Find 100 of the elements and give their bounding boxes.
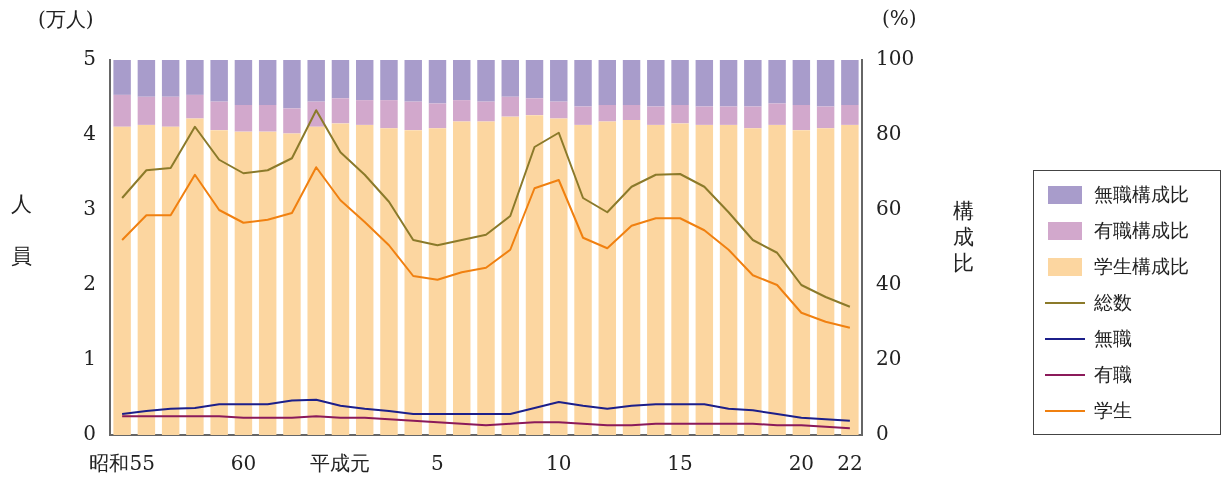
bar bbox=[719, 106, 738, 125]
bar bbox=[283, 60, 301, 109]
bar bbox=[453, 121, 471, 435]
y-tick-label: 4 bbox=[83, 121, 96, 146]
bar bbox=[161, 96, 180, 127]
bar bbox=[768, 60, 786, 104]
bar bbox=[404, 101, 422, 131]
bar bbox=[186, 118, 204, 435]
x-tick-label: 5 bbox=[431, 451, 444, 476]
bar bbox=[695, 60, 714, 107]
bar bbox=[186, 60, 204, 95]
bar bbox=[331, 60, 350, 99]
bar bbox=[525, 60, 544, 99]
bar bbox=[598, 105, 617, 122]
bar bbox=[258, 60, 277, 105]
bar bbox=[307, 126, 325, 435]
bar bbox=[744, 60, 762, 107]
bar bbox=[598, 60, 617, 105]
bar bbox=[816, 60, 835, 107]
bar bbox=[283, 133, 301, 435]
bar bbox=[137, 124, 156, 435]
bar bbox=[355, 124, 374, 435]
bar bbox=[841, 60, 859, 105]
bar bbox=[234, 105, 253, 132]
bar bbox=[768, 103, 786, 125]
bar bbox=[161, 60, 180, 97]
text: 人員 bbox=[10, 192, 32, 268]
bar bbox=[841, 124, 859, 435]
bar bbox=[404, 60, 422, 102]
y2-tick-label: 20 bbox=[876, 346, 902, 371]
y2-tick-label: 40 bbox=[876, 271, 902, 296]
y2-axis-title: 構成比 bbox=[952, 198, 974, 276]
bar bbox=[453, 60, 471, 101]
bar bbox=[234, 60, 253, 105]
legend-label: 有職構成比 bbox=[1094, 218, 1189, 243]
legend-label: 無職 bbox=[1094, 326, 1132, 351]
x-tick-label: 60 bbox=[230, 451, 257, 476]
bar bbox=[404, 130, 422, 435]
bar bbox=[380, 60, 398, 101]
y-tick-label: 2 bbox=[83, 271, 96, 296]
y-tick-label: 0 bbox=[83, 421, 96, 446]
legend-label: 学生 bbox=[1094, 398, 1132, 423]
bar bbox=[501, 96, 519, 117]
bar bbox=[792, 130, 811, 435]
bar bbox=[113, 126, 131, 435]
bar bbox=[428, 128, 447, 435]
bar bbox=[453, 100, 471, 122]
bar bbox=[137, 60, 156, 97]
bar bbox=[695, 106, 714, 125]
bar bbox=[622, 60, 641, 105]
bar bbox=[671, 105, 689, 124]
bar bbox=[210, 60, 228, 102]
y2-tick-label: 60 bbox=[876, 196, 902, 221]
bar bbox=[574, 124, 592, 435]
bar bbox=[234, 131, 253, 435]
bar bbox=[355, 60, 374, 101]
y-tick-label: 3 bbox=[83, 196, 96, 221]
y-tick-label: 1 bbox=[83, 346, 96, 371]
x-tick-label: 15 bbox=[667, 451, 693, 476]
bar bbox=[574, 106, 592, 125]
bar bbox=[380, 100, 398, 129]
legend-label: 無職構成比 bbox=[1094, 182, 1189, 207]
x-tick-label: 10 bbox=[546, 451, 572, 476]
bar bbox=[622, 120, 641, 435]
bar bbox=[622, 105, 641, 120]
bar bbox=[719, 124, 738, 435]
bar bbox=[671, 123, 689, 435]
bar bbox=[428, 103, 447, 129]
legend-label: 有職 bbox=[1094, 362, 1132, 387]
bar bbox=[768, 124, 786, 435]
y-tick-label: 5 bbox=[83, 46, 96, 71]
bar bbox=[816, 128, 835, 435]
bar bbox=[501, 116, 519, 435]
x-tick-label: 20 bbox=[788, 451, 815, 476]
bar bbox=[647, 60, 665, 107]
bar bbox=[525, 115, 544, 435]
bar bbox=[744, 128, 762, 435]
bar bbox=[210, 130, 228, 435]
bar bbox=[647, 124, 665, 435]
bar bbox=[307, 60, 325, 102]
bar bbox=[695, 124, 714, 435]
bar bbox=[355, 100, 374, 125]
bar bbox=[331, 98, 350, 124]
bar bbox=[380, 128, 398, 435]
bar bbox=[137, 96, 156, 125]
text: (万人) bbox=[38, 6, 94, 33]
bar bbox=[258, 131, 277, 435]
y2-tick-label: 0 bbox=[876, 421, 889, 446]
bar bbox=[574, 60, 592, 107]
bar bbox=[550, 118, 568, 435]
bar bbox=[210, 101, 228, 131]
bar bbox=[550, 60, 568, 102]
bar bbox=[113, 60, 131, 95]
bar bbox=[331, 123, 350, 435]
bar bbox=[816, 106, 835, 129]
x-tick-label: 平成元 bbox=[310, 451, 371, 476]
legend-label: 学生構成比 bbox=[1094, 254, 1189, 279]
bar bbox=[671, 60, 689, 105]
bar bbox=[525, 98, 544, 116]
bar bbox=[719, 60, 738, 107]
